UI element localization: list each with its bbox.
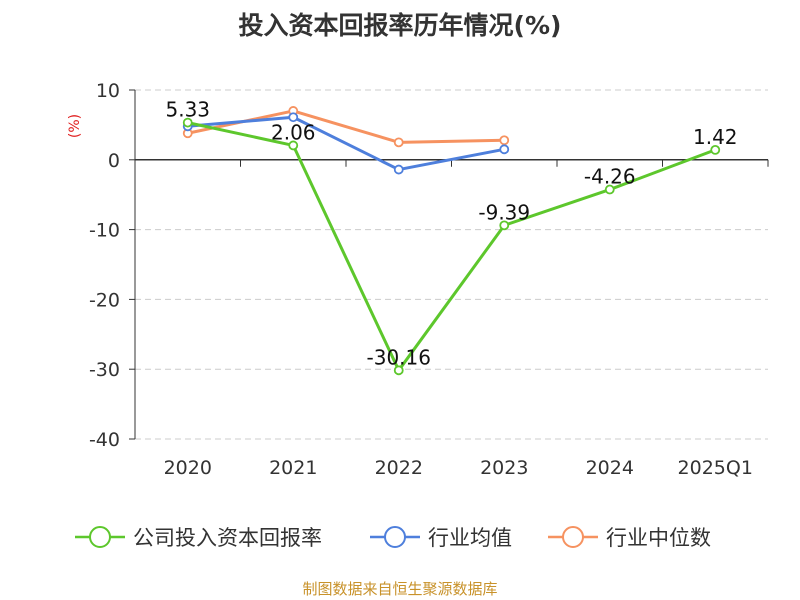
grid-lines [135, 89, 768, 440]
data-point [499, 220, 510, 231]
y-tick-label: -30 [89, 359, 120, 381]
data-point [288, 112, 299, 123]
y-tick-label: 0 [108, 150, 120, 172]
y-tick-label: -10 [89, 220, 120, 242]
data-point [393, 137, 404, 148]
data-point [499, 144, 510, 155]
data-label: -30.16 [367, 345, 431, 369]
axes: 10 0 -10 -20 -30 -40 (%) 2020 2021 2022 2023 2024 20… [67, 80, 769, 479]
y-tick-label: -40 [89, 429, 120, 451]
y-axis-label: (%) [67, 114, 83, 138]
series-line [187, 109, 505, 144]
legend-marker-icon [89, 526, 111, 548]
series-line [187, 121, 716, 372]
data-point [499, 135, 510, 146]
legend-label: 公司投入资本回报率 [133, 526, 322, 550]
legend-label: 行业中位数 [606, 526, 711, 550]
data-label: -4.26 [584, 165, 636, 189]
data-label: 1.42 [693, 125, 738, 149]
data-label: 2.06 [271, 120, 316, 144]
x-tick-label: 2020 [164, 457, 212, 479]
y-tick-label: -20 [89, 289, 120, 311]
x-tick-label: 2025Q1 [678, 457, 753, 479]
legend[interactable]: 公司投入资本回报率 行业均值 行业中位数 [75, 526, 711, 550]
data-label: -9.39 [478, 200, 530, 224]
data-point [393, 365, 404, 376]
legend-marker-icon [562, 526, 584, 548]
legend-item[interactable]: 公司投入资本回报率 [75, 526, 322, 550]
series-line [187, 115, 505, 172]
series-group [182, 106, 721, 376]
y-tick-label: 10 [96, 80, 120, 102]
data-point [182, 117, 193, 128]
data-label: 5.33 [165, 98, 210, 122]
legend-item[interactable]: 行业中位数 [548, 526, 711, 550]
data-point [710, 144, 721, 155]
data-labels: 5.33 2.06 -30.16 -9.39 -4.26 1.42 [165, 98, 737, 370]
x-tick-label: 2021 [269, 457, 317, 479]
legend-label: 行业均值 [428, 526, 512, 550]
legend-item[interactable]: 行业均值 [370, 526, 512, 550]
source-note: 制图数据来自恒生聚源数据库 [302, 580, 498, 598]
data-point [393, 164, 404, 175]
x-tick-label: 2023 [480, 457, 528, 479]
chart-title: 投入资本回报率历年情况(%) [238, 11, 562, 40]
x-tick-label: 2022 [375, 457, 423, 479]
data-point [288, 140, 299, 151]
legend-marker-icon [384, 526, 406, 548]
data-point [604, 184, 615, 195]
x-tick-label: 2024 [586, 457, 634, 479]
